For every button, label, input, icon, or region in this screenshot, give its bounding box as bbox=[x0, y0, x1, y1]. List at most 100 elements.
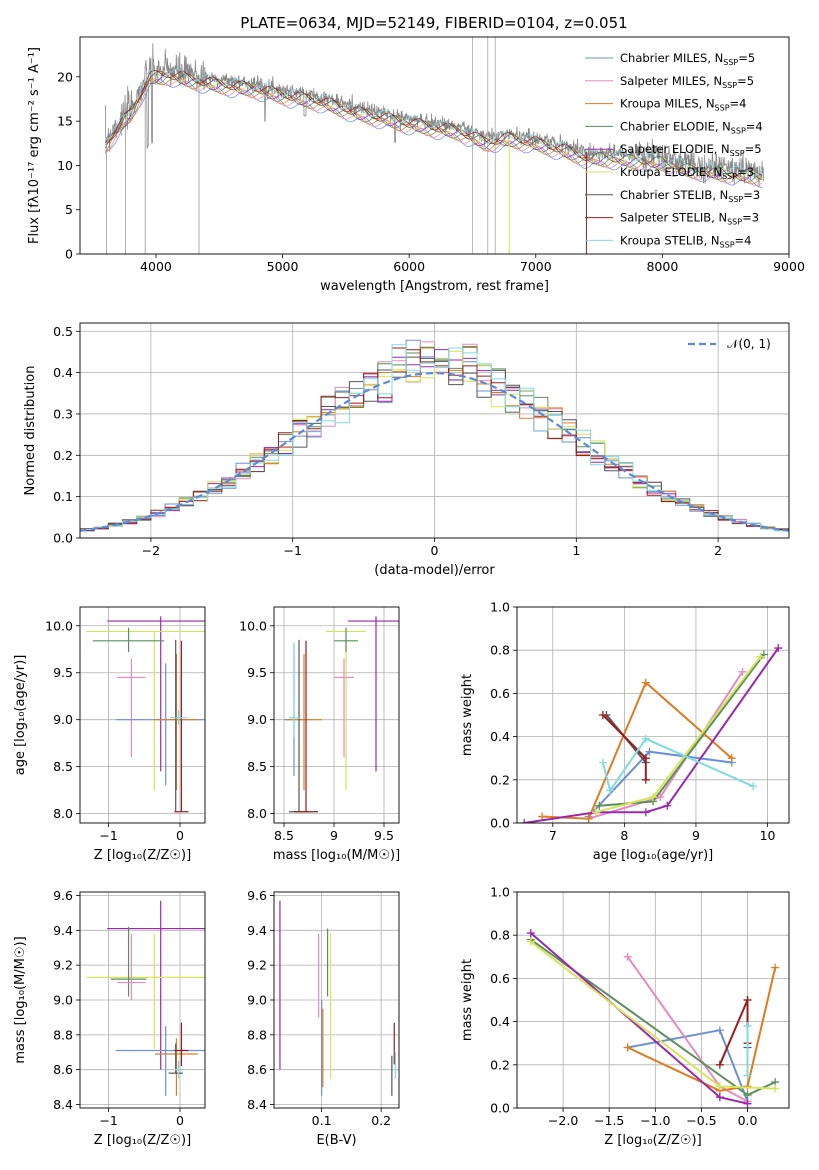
axes-frame bbox=[79, 36, 790, 255]
y-tick-label: 9.6 bbox=[53, 888, 73, 903]
y-tick-label: 0.3 bbox=[53, 406, 73, 421]
normal-curve bbox=[80, 371, 789, 532]
errorbar-point-8 bbox=[289, 642, 299, 739]
y-tick-label: 9.5 bbox=[53, 665, 73, 680]
y-axis-label: age [log₁₀(age/yr)] bbox=[13, 655, 28, 776]
legend-label-7: Salpeter STELIB, NSSP=3 bbox=[620, 211, 759, 227]
y-tick-label: 20 bbox=[57, 69, 73, 84]
plot-area bbox=[86, 900, 205, 1096]
model-line-1 bbox=[105, 78, 763, 187]
y-tick-label: 0.2 bbox=[490, 772, 510, 787]
chart-residuals: −2 −1 0 1 2 0.0 0.1 0.2 0.3 0.4 0.5 (data-model)/er… bbox=[23, 322, 790, 578]
y-tick-label: 0.0 bbox=[490, 816, 510, 831]
chart-age_vs_mass: 8.5 9 9.5 8.0 8.5 9.0 9.5 10.0 mass [log₁₀(M/M☉)… bbox=[239, 606, 400, 863]
x-tick-label: 0 bbox=[176, 1113, 184, 1128]
x-tick-label: 5000 bbox=[267, 259, 299, 274]
errorbar-point-2 bbox=[92, 627, 165, 653]
model-line-8 bbox=[104, 68, 763, 177]
legend-text: Chabrier STELIB, N bbox=[620, 188, 728, 202]
y-tick-label: 0.5 bbox=[53, 324, 73, 339]
legend-nssp: =4 bbox=[735, 233, 752, 247]
y-tick-label: 9.4 bbox=[53, 923, 73, 938]
legend-nssp: =4 bbox=[746, 119, 763, 133]
x-tick-label: 0 bbox=[431, 543, 439, 558]
errorbar-point-8 bbox=[170, 710, 188, 725]
y-tick-label: 0 bbox=[65, 247, 73, 262]
plus-marker bbox=[526, 929, 535, 938]
plus-marker bbox=[715, 1093, 724, 1102]
legend-subscript: SSP bbox=[722, 172, 737, 181]
errorbar-point-3 bbox=[117, 658, 146, 758]
legend-subscript: SSP bbox=[728, 195, 743, 204]
plus-marker bbox=[743, 1071, 752, 1080]
plot-area bbox=[284, 616, 399, 813]
plus-marker bbox=[756, 652, 765, 661]
y-tick-label: 9.4 bbox=[247, 923, 267, 938]
y-tick-label: 0.2 bbox=[53, 448, 73, 463]
y-axis-label: mass weight bbox=[460, 674, 475, 756]
plot-area bbox=[279, 900, 397, 1096]
y-tick-label: 9.6 bbox=[247, 888, 267, 903]
plus-marker bbox=[595, 801, 604, 810]
plus-marker bbox=[663, 801, 672, 810]
legend-subscript: SSP bbox=[720, 240, 735, 249]
legend-label-6: Chabrier STELIB, NSSP=3 bbox=[620, 188, 760, 204]
x-tick-label: 1 bbox=[572, 543, 580, 558]
plot-area bbox=[80, 339, 789, 532]
plus-marker bbox=[738, 667, 747, 676]
axes-frame bbox=[516, 606, 790, 824]
y-tick-label: 9.0 bbox=[53, 993, 73, 1008]
x-tick-label: −2.0 bbox=[548, 1113, 578, 1128]
histogram-8 bbox=[80, 344, 789, 532]
legend-label-0: Chabrier MILES, NSSP=5 bbox=[620, 51, 755, 67]
plus-marker bbox=[598, 758, 607, 767]
errorbar-point-2 bbox=[334, 627, 358, 653]
x-tick-label: 9000 bbox=[773, 259, 805, 274]
plus-marker bbox=[743, 1099, 752, 1108]
chart-mass_vs_ebv: 0.1 0.2 8.4 8.6 8.8 9.0 9.2 9.4 9.6 E(B-V) bbox=[247, 888, 400, 1148]
errorbar-point-1 bbox=[86, 630, 205, 791]
y-tick-label: 10.0 bbox=[239, 618, 267, 633]
legend-subscript: SSP bbox=[723, 58, 738, 67]
x-axis-label: Z [log₁₀(Z/Z☉)] bbox=[94, 848, 191, 863]
y-tick-label: 8.5 bbox=[247, 759, 267, 774]
plot-area bbox=[520, 644, 783, 823]
x-axis-label: Z [log₁₀(Z/Z☉)] bbox=[604, 1133, 701, 1148]
x-axis-label: E(B-V) bbox=[316, 1133, 356, 1148]
errorbar-point-4 bbox=[115, 663, 205, 786]
y-tick-label: 0.0 bbox=[53, 531, 73, 546]
legend-label-normal: 𝒩(0, 1) bbox=[727, 337, 771, 351]
plus-marker bbox=[641, 754, 650, 763]
plus-marker bbox=[645, 747, 654, 756]
y-tick-label: 9.0 bbox=[247, 993, 267, 1008]
x-axis-label: (data-model)/error bbox=[374, 563, 495, 578]
plus-marker bbox=[641, 808, 650, 817]
x-tick-label: 0.1 bbox=[312, 1113, 332, 1128]
y-tick-label: 0.1 bbox=[53, 489, 73, 504]
y-tick-label: 8.6 bbox=[53, 1062, 73, 1077]
y-tick-label: 15 bbox=[57, 114, 73, 129]
y-tick-label: 9.0 bbox=[53, 712, 73, 727]
errorbar-point-1 bbox=[86, 933, 205, 1049]
plus-marker bbox=[715, 1082, 724, 1091]
plus-marker bbox=[526, 937, 535, 946]
legend-nssp: =3 bbox=[742, 211, 759, 225]
errorbar-point-7 bbox=[174, 1022, 189, 1067]
chart-title: PLATE=0634, MJD=52149, FIBERID=0104, z=0… bbox=[240, 14, 627, 32]
legend-text: Kroupa ELODIE, N bbox=[620, 165, 722, 179]
y-tick-label: 0.6 bbox=[490, 686, 510, 701]
plus-marker bbox=[771, 1084, 780, 1093]
axes-frame bbox=[79, 606, 206, 824]
weight-line-7 bbox=[718, 999, 749, 1066]
x-tick-label: −1 bbox=[99, 1113, 117, 1128]
legend-nssp: =5 bbox=[745, 142, 762, 156]
x-tick-label: 0 bbox=[176, 828, 184, 843]
plus-marker bbox=[584, 814, 593, 823]
chart-age_vs_Z: −1 0 8.0 8.5 9.0 9.5 10.0 Z [log₁₀(Z/Z☉)] age [l… bbox=[13, 606, 206, 863]
plot-area bbox=[104, 37, 764, 254]
x-tick-label: 0.2 bbox=[371, 1113, 391, 1128]
x-tick-label: 9.5 bbox=[374, 828, 394, 843]
legend-nssp: =4 bbox=[730, 97, 747, 111]
legend-text: Kroupa MILES, N bbox=[620, 97, 715, 111]
y-axis-label: mass weight bbox=[460, 959, 475, 1041]
